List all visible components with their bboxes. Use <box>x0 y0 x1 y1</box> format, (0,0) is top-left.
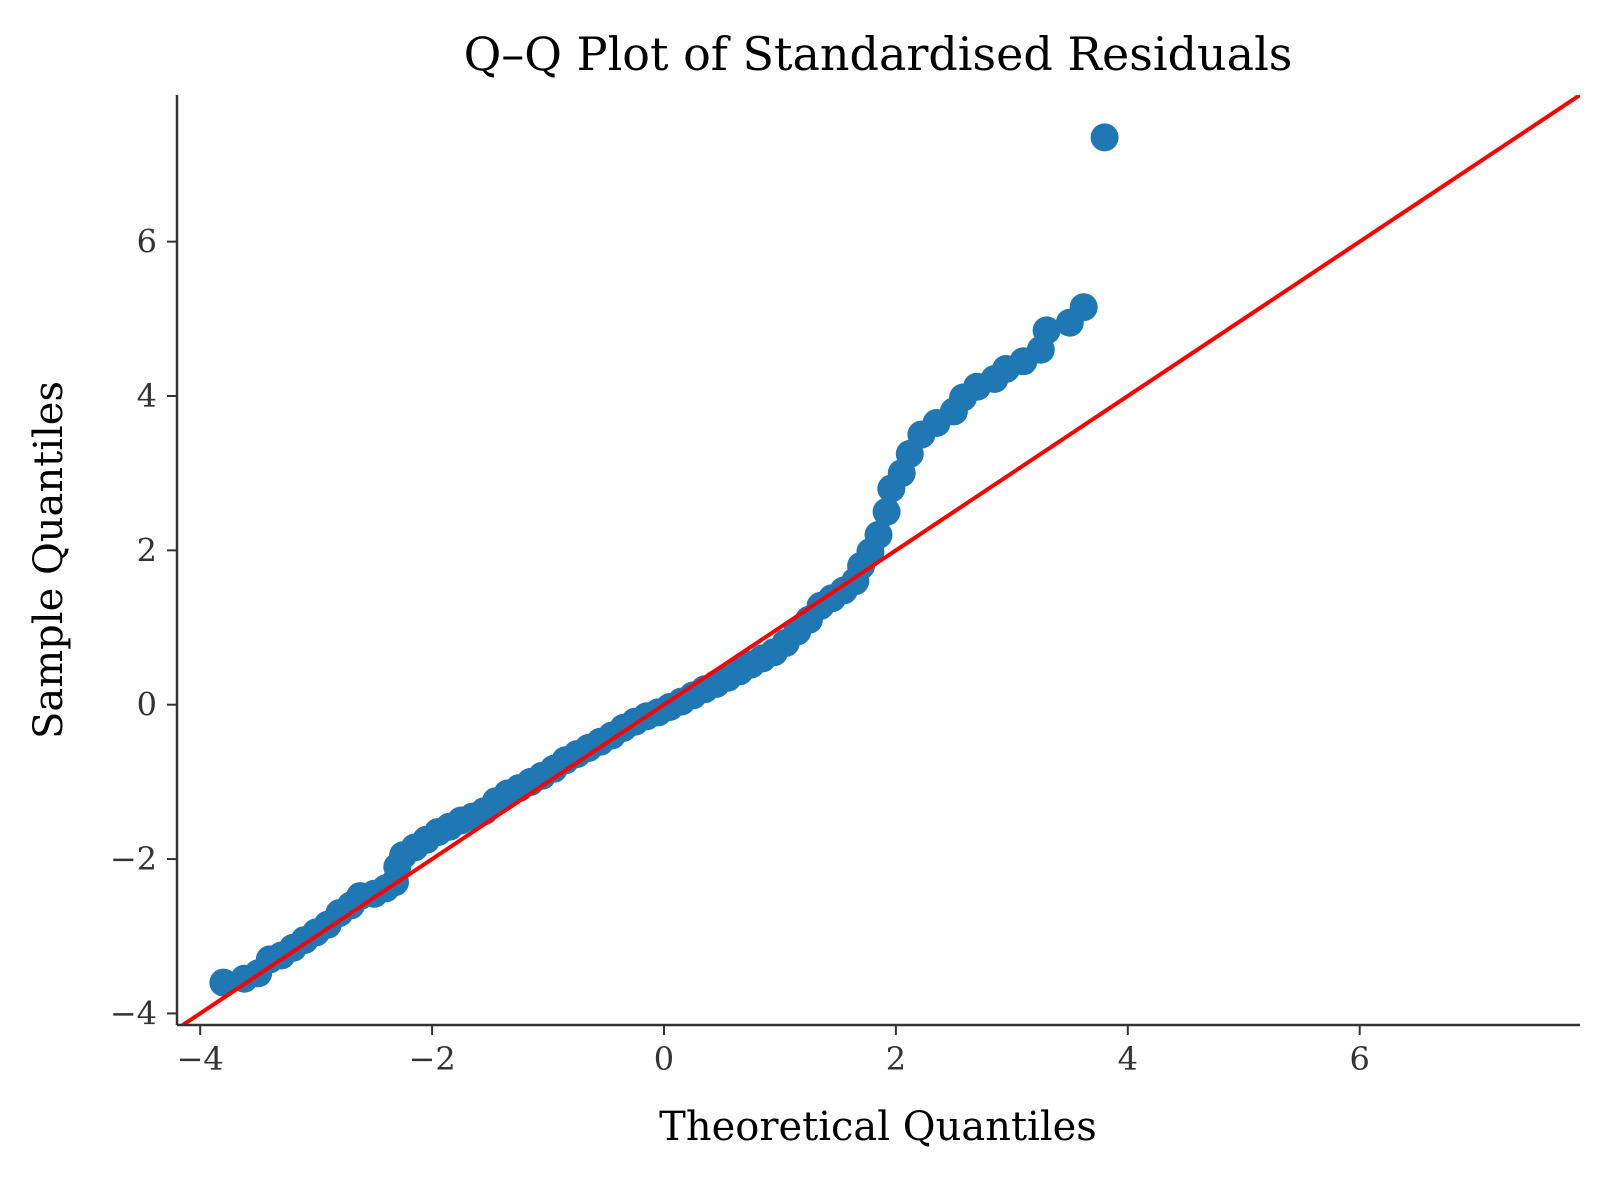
data-points <box>209 123 1119 997</box>
y-tick-label: −2 <box>110 840 157 878</box>
reference-line <box>179 95 1580 1025</box>
x-tick-label: 0 <box>654 1040 674 1078</box>
data-point <box>872 497 901 526</box>
data-point <box>1090 123 1119 152</box>
y-axis-ticks: −4 −2 0 2 4 6 <box>110 223 177 1032</box>
x-tick-label: 2 <box>886 1040 906 1078</box>
y-tick-label: −4 <box>110 994 157 1032</box>
data-point <box>1069 293 1098 322</box>
reference-line-layer <box>179 95 1580 1025</box>
y-axis-title: Sample Quantiles <box>26 381 72 739</box>
data-point <box>864 520 893 549</box>
data-point <box>1032 316 1061 345</box>
y-tick-label: 6 <box>137 223 157 261</box>
data-point <box>209 968 238 997</box>
x-tick-label: 6 <box>1350 1040 1370 1078</box>
x-tick-label: −4 <box>177 1040 224 1078</box>
x-axis-title: Theoretical Quantiles <box>659 1104 1097 1150</box>
chart-title: Q–Q Plot of Standardised Residuals <box>464 27 1293 81</box>
x-tick-label: 4 <box>1118 1040 1138 1078</box>
y-tick-label: 0 <box>137 686 157 724</box>
x-axis-ticks: −4 −2 0 2 4 6 <box>177 1025 1370 1078</box>
y-tick-label: 4 <box>137 377 157 415</box>
x-tick-label: −2 <box>409 1040 456 1078</box>
y-tick-label: 2 <box>137 531 157 569</box>
